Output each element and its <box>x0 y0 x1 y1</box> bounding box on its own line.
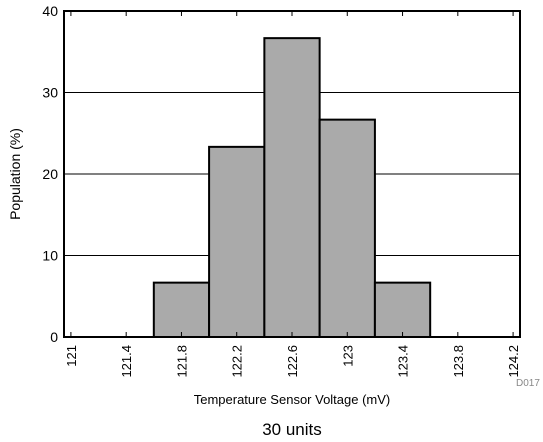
chart-caption: 30 units <box>262 420 322 439</box>
y-tick-labels: 0 10 20 30 40 <box>42 3 58 345</box>
tick-marks <box>70 11 514 337</box>
x-tick-labels: 121 121.4 121.8 122.2 122.6 123 123.4 123.8 124.… <box>64 345 521 378</box>
y-tick-label: 40 <box>42 3 58 19</box>
x-tick-label: 123.8 <box>451 345 466 378</box>
y-axis-label: Population (%) <box>7 128 23 220</box>
x-axis-label: Temperature Sensor Voltage (mV) <box>194 392 391 407</box>
histogram-bar <box>152 281 211 338</box>
x-tick-label: 122.2 <box>230 345 245 378</box>
y-tick-label: 10 <box>42 248 58 264</box>
histogram-bar <box>373 281 432 338</box>
x-tick-label: 123 <box>340 345 355 367</box>
histogram-bar <box>263 37 321 339</box>
x-tick-label: 121.8 <box>174 345 189 378</box>
y-tick-label: 30 <box>42 85 58 101</box>
figure-id: D017 <box>516 378 540 389</box>
x-tick-label: 122.6 <box>285 345 300 378</box>
x-tick-label: 124.2 <box>506 345 521 378</box>
histogram-bar <box>208 145 266 338</box>
x-tick-label: 121.4 <box>119 345 134 378</box>
histogram-bar <box>318 118 376 339</box>
bars <box>152 37 432 339</box>
y-tick-label: 0 <box>50 329 58 345</box>
x-tick-label: 123.4 <box>396 345 411 378</box>
x-tick-label: 121 <box>64 345 79 367</box>
y-tick-label: 20 <box>42 166 58 182</box>
